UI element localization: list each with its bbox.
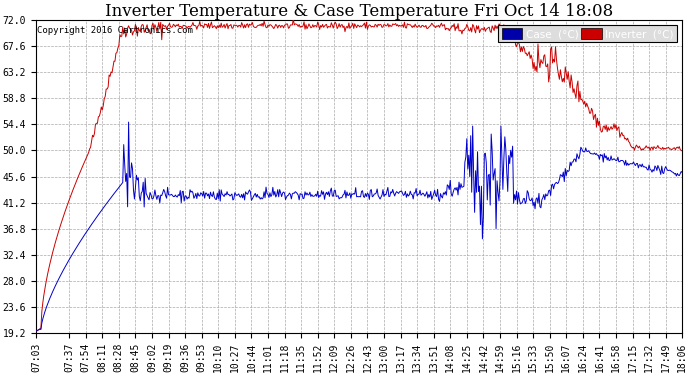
Legend: Case  (°C), Inverter  (°C): Case (°C), Inverter (°C) <box>498 25 677 42</box>
Title: Inverter Temperature & Case Temperature Fri Oct 14 18:08: Inverter Temperature & Case Temperature … <box>105 3 613 20</box>
Text: Copyright 2016 Cartronics.com: Copyright 2016 Cartronics.com <box>37 26 193 35</box>
